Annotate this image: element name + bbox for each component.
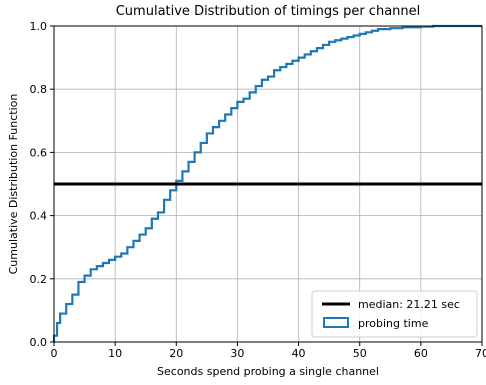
x-tick-label: 70: [475, 347, 486, 360]
x-tick-label: 40: [292, 347, 306, 360]
legend: median: 21.21 sec probing time: [311, 290, 478, 338]
y-tick-label: 0.6: [30, 146, 48, 159]
y-tick-label: 0.8: [30, 83, 48, 96]
x-tick-label: 60: [414, 347, 428, 360]
x-tick-label: 20: [169, 347, 183, 360]
y-tick-label: 0.4: [30, 210, 48, 223]
y-tick-label: 0.0: [30, 336, 48, 349]
probing-time-step-line: [52, 24, 482, 342]
legend-box: [311, 290, 478, 338]
y-tick-label: 1.0: [30, 20, 48, 33]
x-tick-label: 50: [353, 347, 367, 360]
x-tick-label: 30: [230, 347, 244, 360]
x-tick-label: 0: [51, 347, 58, 360]
y-axis-title: Cumulative Distribution Function: [7, 94, 20, 275]
chart-title: Cumulative Distribution of timings per c…: [116, 4, 421, 19]
legend-probing-swatch: [323, 317, 349, 328]
y-tick-label: 0.2: [30, 273, 48, 286]
series-layer: [52, 24, 482, 342]
x-axis: 0 10 20 30 40 50 60 70: [51, 342, 486, 360]
x-tick-label: 10: [108, 347, 122, 360]
plot-frame: [53, 25, 483, 343]
legend-probing-label: probing time: [358, 317, 429, 330]
legend-median-label: median: 21.21 sec: [358, 298, 460, 311]
x-axis-title: Seconds spend probing a single channel: [157, 365, 379, 378]
y-axis: 0.0 0.2 0.4 0.6 0.8 1.0: [30, 20, 54, 349]
